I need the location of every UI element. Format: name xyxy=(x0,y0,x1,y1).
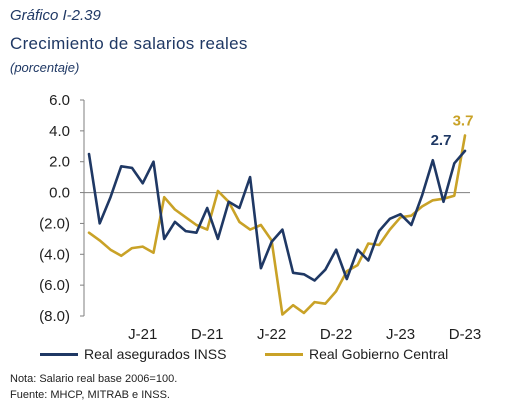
legend-item-inss: Real asegurados INSS xyxy=(40,346,226,362)
chart-note: Nota: Salario real base 2006=100. xyxy=(10,373,178,385)
y-tick-label: 4.0 xyxy=(49,123,70,140)
end-label-gobierno: 3.7 xyxy=(453,112,474,129)
chart-unit: (porcentaje) xyxy=(10,60,80,75)
series-line-gobierno xyxy=(87,134,467,316)
x-axis-ticks: J-21 D-21 J-22 D-22 J-23 D-23 xyxy=(128,326,481,340)
series-lines xyxy=(87,134,467,316)
legend-swatch-inss xyxy=(40,352,78,356)
x-tick-label: D-23 xyxy=(449,326,482,340)
end-label-inss: 2.7 xyxy=(431,132,452,149)
legend-swatch-gobierno xyxy=(265,352,303,356)
legend-label-gobierno: Real Gobierno Central xyxy=(309,346,449,362)
y-tick-label: 6.0 xyxy=(49,92,70,109)
legend-label-inss: Real asegurados INSS xyxy=(84,346,227,362)
end-labels: 2.73.7 xyxy=(431,112,474,148)
y-tick-label: (8.0) xyxy=(39,308,70,325)
y-tick-label: 0.0 xyxy=(49,185,70,202)
x-tick-label: D-21 xyxy=(191,326,224,340)
y-axis-ticks: 6.0 4.0 2.0 0.0 (2.0) (4.0) (6.0) (8.0) xyxy=(39,92,85,325)
x-tick-label: J-22 xyxy=(257,326,286,340)
figure-number: Gráfico I-2.39 xyxy=(10,7,101,24)
chart-title: Crecimiento de salarios reales xyxy=(10,34,248,53)
y-tick-label: 2.0 xyxy=(49,154,70,171)
chart-source: Fuente: MHCP, MITRAB e INSS. xyxy=(10,389,170,401)
series-line-inss xyxy=(87,149,467,282)
legend: Real asegurados INSS Real Gobierno Centr… xyxy=(40,346,500,364)
y-tick-label: (2.0) xyxy=(39,215,70,232)
y-tick-label: (6.0) xyxy=(39,277,70,294)
x-tick-label: J-23 xyxy=(386,326,415,340)
x-tick-label: J-21 xyxy=(128,326,157,340)
line-chart: 6.0 4.0 2.0 0.0 (2.0) (4.0) (6.0) (8.0) J-21 D-2… xyxy=(39,92,481,340)
x-tick-label: D-22 xyxy=(320,326,353,340)
legend-item-gobierno: Real Gobierno Central xyxy=(265,346,448,362)
y-tick-label: (4.0) xyxy=(39,246,70,263)
